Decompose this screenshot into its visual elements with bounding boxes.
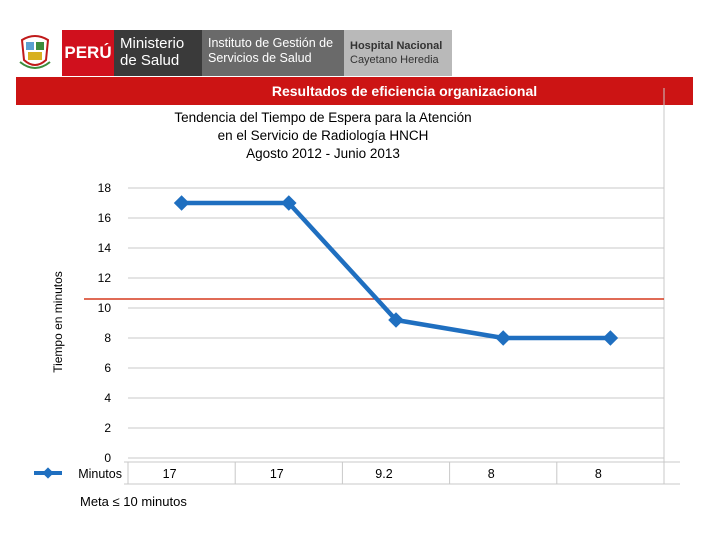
ministry-logo: Ministerio de Salud: [114, 30, 202, 76]
table-value: 9.2: [375, 467, 392, 481]
banner-title: Resultados de eficiencia organizacional: [271, 83, 538, 99]
table-value: 17: [270, 467, 284, 481]
country-label: PERÚ: [64, 43, 112, 62]
data-point-marker: [173, 195, 190, 211]
ministry-line-1: Ministerio: [120, 35, 185, 52]
y-tick-label: 18: [98, 181, 112, 195]
table-value: 8: [595, 467, 602, 481]
hospital-line-2: Cayetano Heredia: [350, 54, 439, 66]
y-tick-label: 14: [98, 241, 112, 255]
ministry-line-2: de Salud: [120, 52, 180, 69]
y-tick-label: 8: [104, 331, 111, 345]
legend-series-name: Minutos: [78, 467, 122, 481]
hospital-logo: Hospital Nacional Cayetano Heredia: [344, 30, 452, 76]
chart-title: Tendencia del Tiempo de Espera para la A…: [100, 109, 546, 163]
data-point-marker: [495, 330, 511, 346]
data-point-marker: [281, 195, 297, 211]
institute-line-1: Instituto de Gestión de: [208, 36, 334, 50]
hospital-line-1: Hospital Nacional: [350, 40, 443, 52]
coat-of-arms-icon: [19, 35, 51, 69]
y-tick-label: 16: [98, 211, 112, 225]
table-value: 17: [163, 467, 177, 481]
chart-title-line-3: Agosto 2012 - Junio 2013: [246, 146, 400, 161]
y-tick-label: 10: [98, 301, 112, 315]
y-tick-label: 4: [104, 391, 111, 405]
data-point-marker: [602, 330, 619, 346]
chart-title-line-2: en el Servicio de Radiología HNCH: [217, 128, 429, 143]
y-tick-label: 12: [98, 271, 112, 285]
institute-logo: Instituto de Gestión de Servicios de Sal…: [202, 30, 344, 76]
target-note: Meta ≤ 10 minutos: [80, 494, 187, 509]
table-value: 8: [488, 467, 495, 481]
peru-logo: PERÚ: [62, 30, 114, 76]
y-axis-label: Tiempo en minutos: [51, 271, 65, 373]
chart-title-line-1: Tendencia del Tiempo de Espera para la A…: [174, 110, 472, 125]
section-banner: Resultados de eficiencia organizacional: [16, 77, 693, 105]
y-tick-label: 2: [104, 421, 111, 435]
y-tick-label: 6: [104, 361, 111, 375]
y-tick-label: 0: [104, 451, 111, 465]
institute-line-2: Servicios de Salud: [208, 51, 312, 65]
legend-marker-icon: [42, 467, 54, 479]
